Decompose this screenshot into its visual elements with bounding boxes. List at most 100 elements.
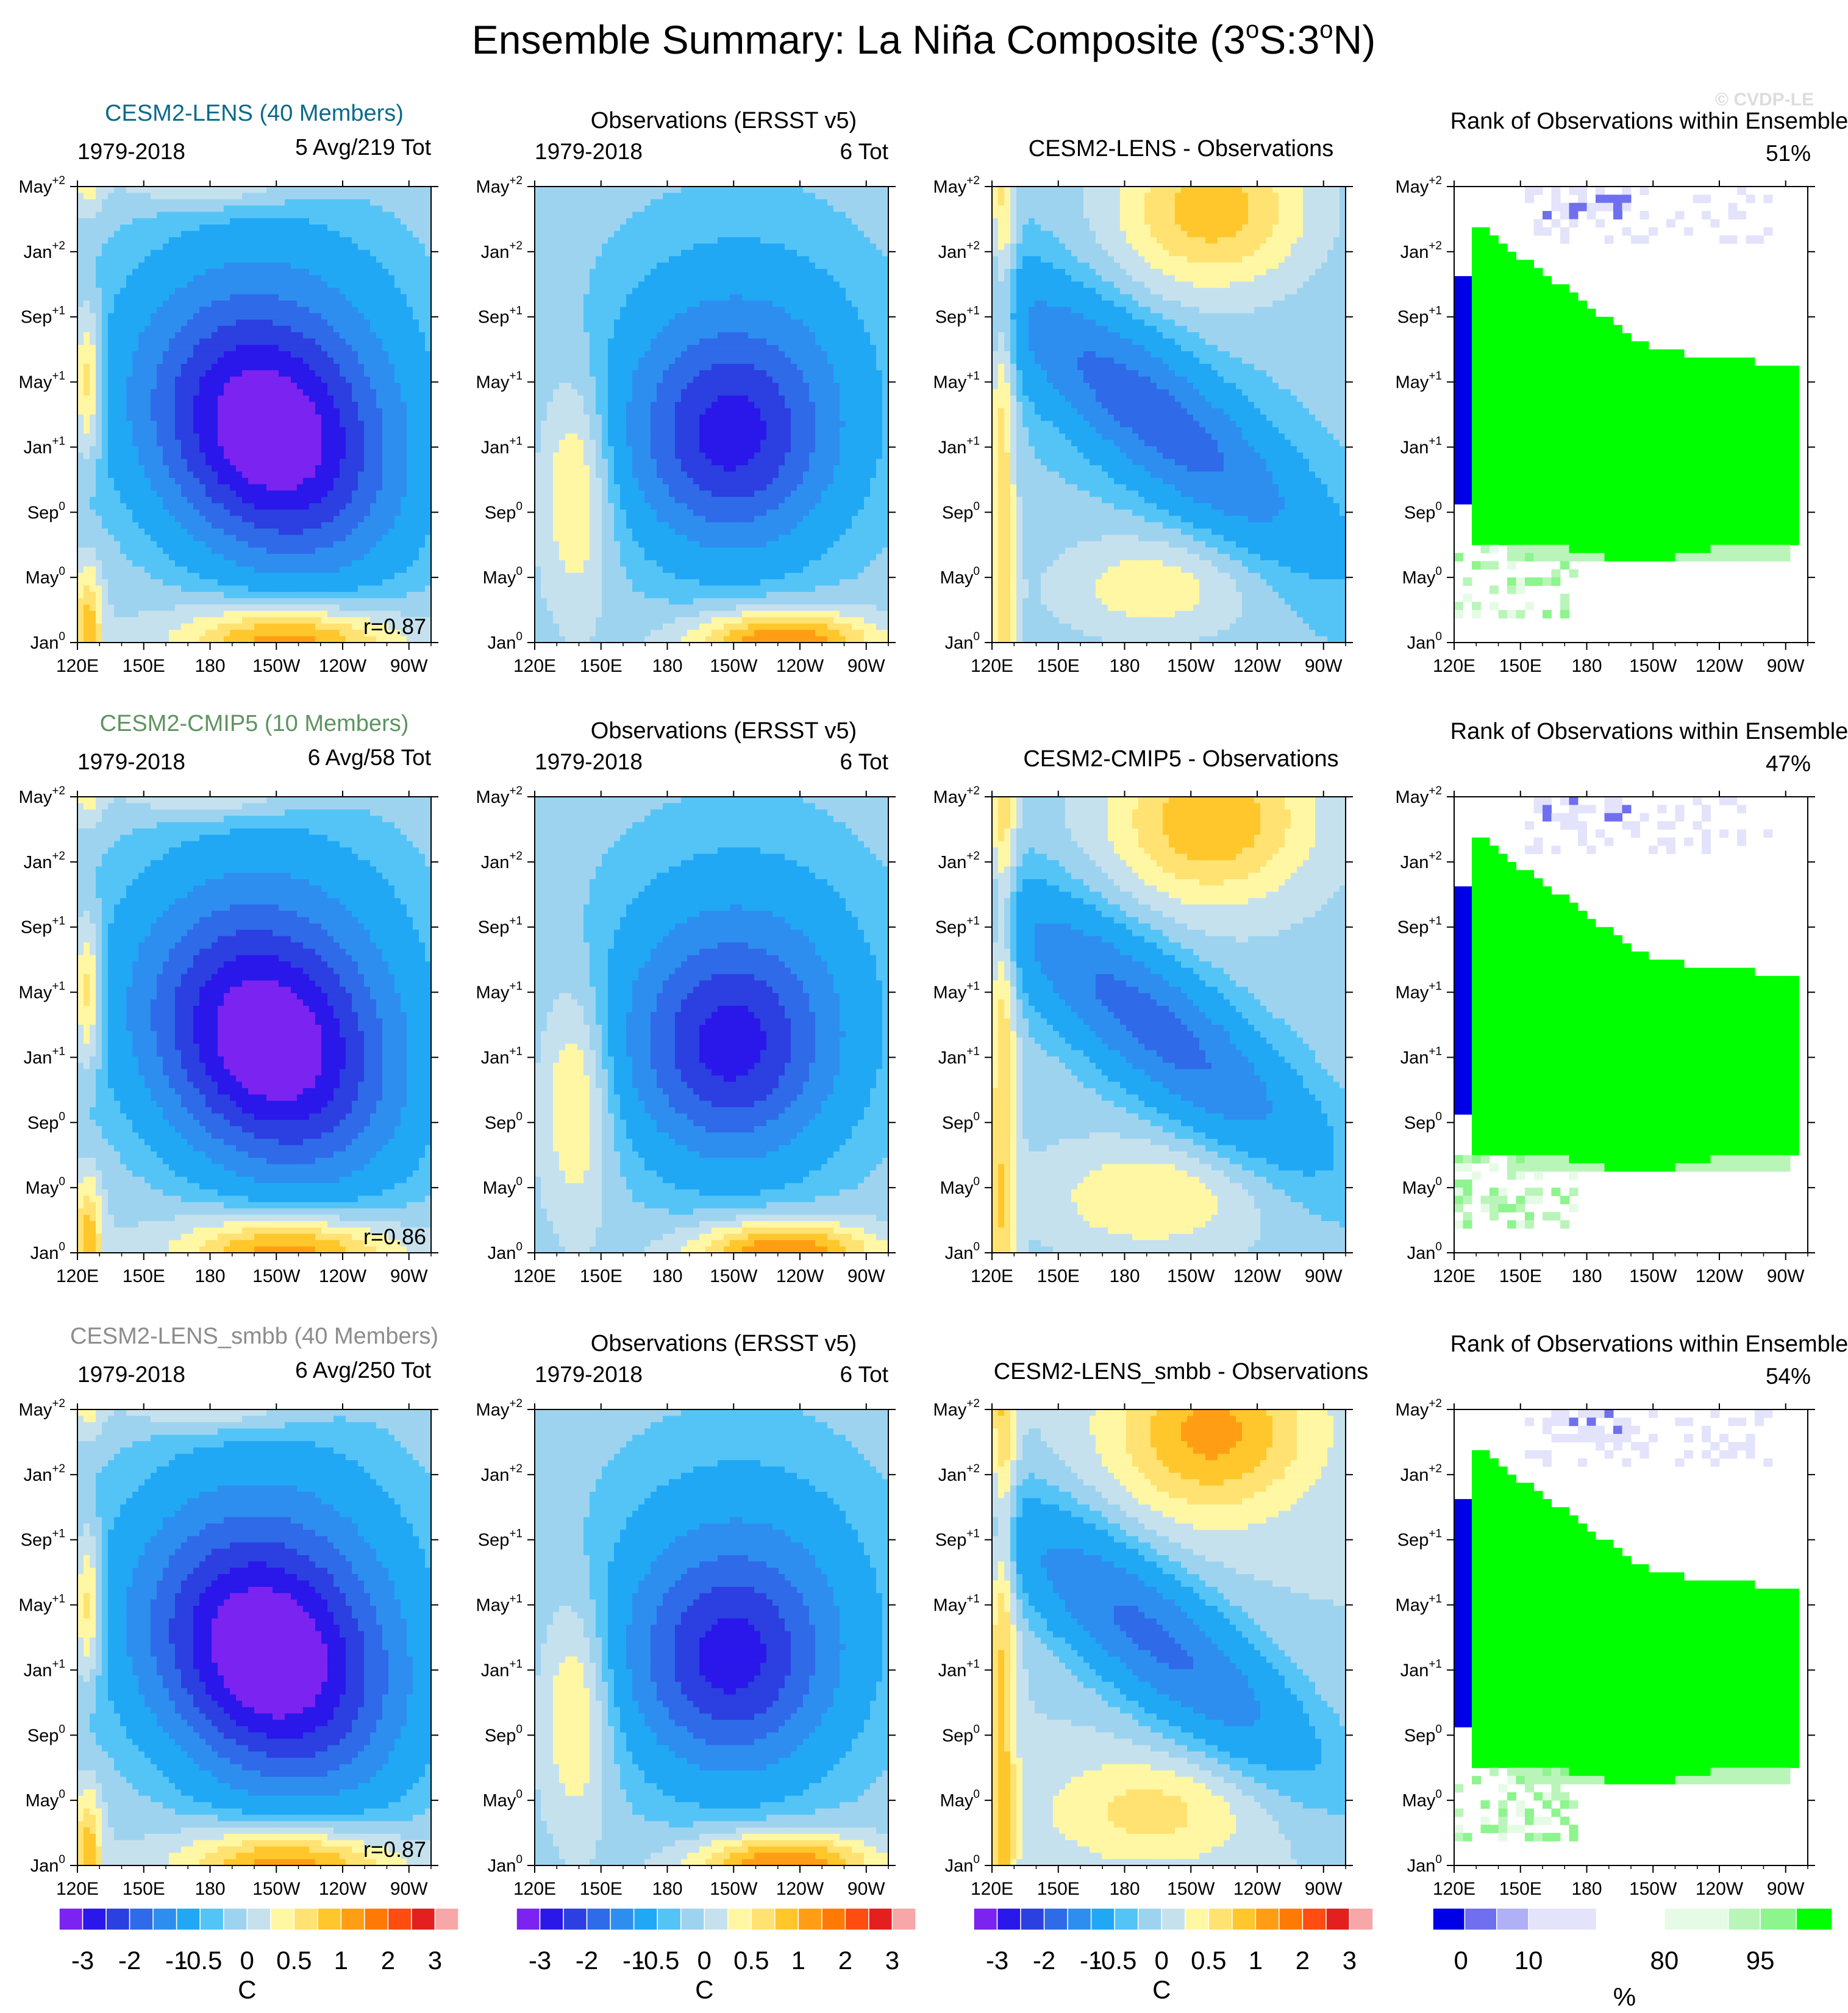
field-cell — [742, 205, 749, 213]
field-cell — [352, 338, 359, 346]
field-cell — [315, 332, 322, 339]
field-cell — [114, 516, 121, 523]
field-cell — [236, 224, 243, 232]
field-cell — [273, 547, 279, 555]
field-cell — [321, 193, 328, 200]
field-cell — [334, 376, 340, 383]
field-cell — [279, 288, 285, 295]
field-cell — [364, 497, 371, 504]
field-cell — [138, 477, 145, 485]
field-cell — [407, 269, 413, 276]
field-cell — [90, 484, 96, 491]
field-cell — [632, 193, 639, 200]
field-cell — [242, 199, 249, 206]
field-cell — [169, 477, 176, 485]
field-cell — [114, 199, 121, 206]
field-cell — [413, 256, 419, 263]
field-cell — [218, 458, 224, 466]
field-cell — [120, 218, 127, 225]
field-cell — [303, 389, 310, 396]
field-cell — [394, 604, 401, 611]
y-tick-label: May+2 — [19, 174, 65, 197]
field-cell — [157, 529, 163, 535]
field-cell — [132, 326, 139, 333]
field-cell — [114, 344, 121, 352]
field-cell — [401, 230, 407, 238]
field-cell — [90, 326, 96, 333]
field-cell — [413, 566, 419, 574]
field-cell — [370, 522, 377, 529]
field-cell — [205, 617, 212, 624]
field-cell — [114, 591, 121, 599]
field-cell — [242, 357, 249, 365]
field-cell — [230, 363, 237, 371]
field-cell — [401, 541, 407, 548]
field-cell — [236, 623, 243, 630]
field-cell — [230, 522, 237, 529]
field-cell — [401, 630, 407, 637]
field-cell — [364, 440, 371, 447]
field-cell — [699, 243, 706, 251]
field-cell — [163, 604, 169, 611]
field-cell — [108, 351, 115, 358]
field-cell — [571, 230, 578, 238]
field-cell — [327, 636, 334, 643]
field-cell — [791, 243, 797, 251]
field-cell — [218, 503, 224, 510]
field-cell — [181, 497, 188, 504]
field-cell — [297, 218, 304, 225]
field-cell — [151, 617, 157, 624]
field-cell — [108, 357, 115, 365]
field-cell — [90, 636, 96, 643]
field-cell — [144, 572, 151, 580]
field-cell — [376, 522, 383, 529]
field-cell — [260, 572, 267, 580]
field-cell — [248, 598, 255, 605]
field-cell — [84, 351, 90, 358]
field-cell — [303, 301, 310, 307]
field-cell — [718, 199, 724, 206]
field-cell — [138, 541, 145, 548]
field-cell — [144, 427, 151, 434]
field-cell — [401, 458, 407, 466]
period-label: 1979-2018 — [535, 139, 643, 164]
field-cell — [126, 218, 133, 225]
field-cell — [102, 402, 109, 409]
field-cell — [419, 307, 426, 314]
field-cell — [407, 446, 413, 453]
field-cell — [84, 243, 90, 251]
field-cell — [144, 604, 151, 611]
field-cell — [114, 611, 121, 618]
field-cell — [242, 294, 249, 301]
field-cell — [388, 363, 395, 371]
field-cell — [602, 224, 608, 232]
field-cell — [114, 301, 121, 307]
field-cell — [297, 212, 304, 219]
field-cell — [705, 212, 712, 219]
field-cell — [364, 249, 371, 257]
field-cell — [114, 370, 121, 377]
field-cell — [321, 623, 328, 630]
field-cell — [382, 598, 389, 605]
field-cell — [266, 205, 273, 213]
field-cell — [254, 332, 261, 339]
observations-panel: Observations (ERSST v5)1979-2018 6 Tot120… — [476, 108, 896, 676]
field-cell — [77, 199, 84, 206]
field-cell — [285, 256, 291, 263]
field-cell — [340, 326, 346, 333]
field-cell — [779, 243, 785, 251]
field-cell — [175, 529, 182, 535]
field-cell — [388, 338, 395, 346]
field-cell — [279, 338, 285, 346]
field-cell — [425, 484, 431, 491]
field-cell — [187, 338, 194, 346]
field-cell — [321, 205, 328, 213]
field-cell — [138, 205, 145, 213]
field-cell — [120, 598, 127, 605]
field-cell — [266, 383, 273, 390]
field-cell — [669, 205, 676, 213]
field-cell — [163, 319, 169, 327]
field-cell — [193, 509, 200, 516]
field-cell — [273, 554, 279, 561]
field-cell — [693, 187, 700, 193]
